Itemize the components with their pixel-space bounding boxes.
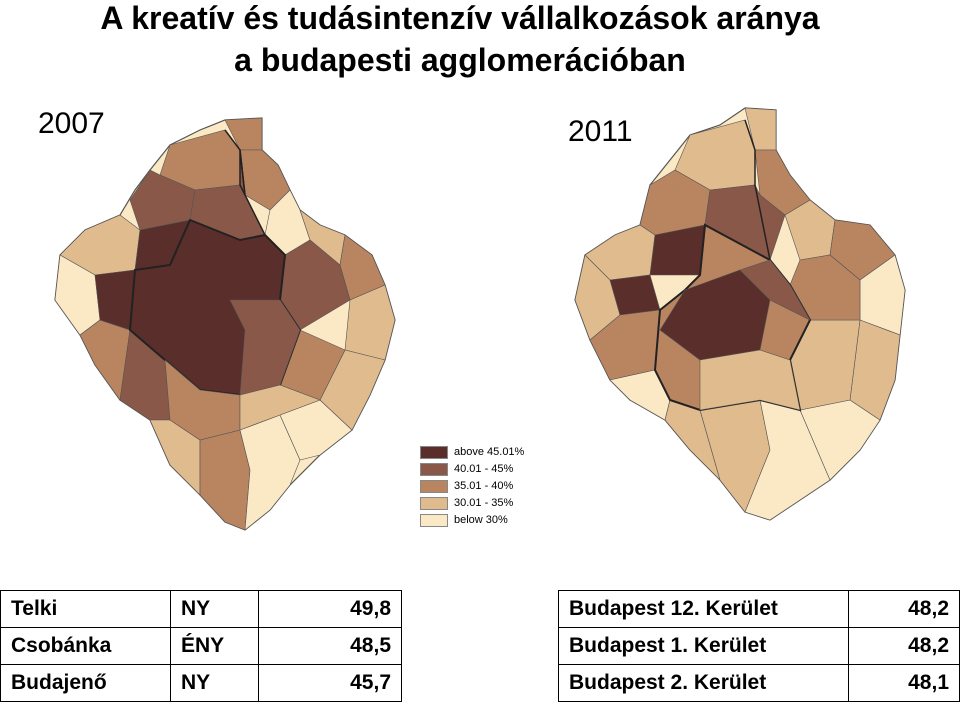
settlement-direction: NY	[170, 664, 259, 702]
settlement-name: Csobánka	[0, 627, 171, 665]
year-label-2007: 2007	[38, 107, 105, 140]
legend-swatch	[420, 513, 448, 527]
settlement-direction: NY	[170, 590, 259, 628]
legend-label: 30.01 - 35%	[454, 497, 514, 509]
legend-swatch	[420, 445, 448, 459]
district-name: Budapest 1. Kerület	[558, 627, 849, 665]
legend-item: 40.01 - 45%	[420, 461, 524, 477]
settlement-value: 45,7	[258, 664, 402, 702]
table-row: Budapest 12. Kerület 48,2	[558, 590, 960, 628]
legend-label: 40.01 - 45%	[454, 463, 514, 475]
legend-item: below 30%	[420, 512, 524, 528]
year-label-2011: 2011	[568, 115, 633, 148]
district-value: 48,2	[848, 590, 960, 628]
title-line-2: a budapesti agglomerációban	[234, 42, 686, 78]
legend-label: 35.01 - 40%	[454, 480, 514, 492]
legend-label: below 30%	[454, 514, 508, 526]
top-districts-table: Budapest 12. Kerület 48,2 Budapest 1. Ke…	[558, 590, 960, 702]
district-value: 48,1	[848, 664, 960, 702]
legend-item: 35.01 - 40%	[420, 478, 524, 494]
table-row: Budapest 1. Kerület 48,2	[558, 627, 960, 665]
table-row: Budajenő NY 45,7	[0, 664, 402, 702]
legend-item: 30.01 - 35%	[420, 495, 524, 511]
legend-swatch	[420, 479, 448, 493]
legend-swatch	[420, 496, 448, 510]
table-row: Telki NY 49,8	[0, 590, 402, 628]
table-row: Csobánka ÉNY 48,5	[0, 627, 402, 665]
settlement-name: Budajenő	[0, 664, 171, 702]
legend-swatch	[420, 462, 448, 476]
table-row: Budapest 2. Kerület 48,1	[558, 664, 960, 702]
district-name: Budapest 12. Kerület	[558, 590, 849, 628]
district-value: 48,2	[848, 627, 960, 665]
map-2011	[574, 107, 906, 521]
legend-label: above 45.01%	[454, 446, 525, 458]
map-legend: above 45.01% 40.01 - 45% 35.01 - 40% 30.…	[420, 444, 524, 529]
settlement-name: Telki	[0, 590, 171, 628]
map-2007	[54, 117, 396, 531]
top-settlements-table: Telki NY 49,8 Csobánka ÉNY 48,5 Budajenő…	[0, 590, 402, 702]
title-line-1: A kreatív és tudásintenzív vállalkozások…	[100, 0, 820, 36]
settlement-value: 48,5	[258, 627, 402, 665]
legend-item: above 45.01%	[420, 444, 524, 460]
district-name: Budapest 2. Kerület	[558, 664, 849, 702]
settlement-value: 49,8	[258, 590, 402, 628]
settlement-direction: ÉNY	[170, 627, 259, 665]
